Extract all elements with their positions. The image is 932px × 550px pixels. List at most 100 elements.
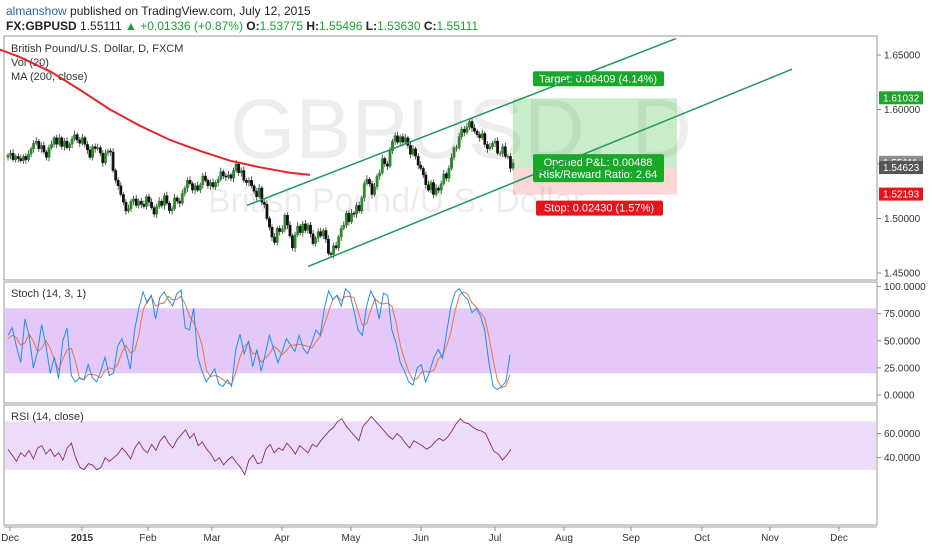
symbol-name[interactable]: FX:GBPUSD xyxy=(6,19,77,33)
candle-body xyxy=(29,148,33,155)
candle-body xyxy=(75,134,79,141)
candle-body xyxy=(121,194,125,203)
candle-body xyxy=(209,182,212,186)
stoch-tick-label: 100.0000 xyxy=(884,282,926,293)
candle-body xyxy=(439,183,443,191)
candle-body xyxy=(229,174,233,179)
ma-label: MA (200, close) xyxy=(11,71,87,83)
candle-body xyxy=(211,182,215,188)
candle-body xyxy=(409,145,412,155)
time-tick-label: Oct xyxy=(694,533,710,544)
low-label: L: xyxy=(365,19,378,33)
author-link[interactable]: almanshow xyxy=(6,4,67,18)
candle-body xyxy=(86,144,89,151)
candle-body xyxy=(460,128,464,137)
candle-body xyxy=(316,231,320,239)
candle-body xyxy=(447,168,451,179)
candle-body xyxy=(329,253,333,255)
candle-body xyxy=(383,158,387,165)
candle-body xyxy=(88,149,92,158)
candle-body xyxy=(139,200,143,205)
candle-body xyxy=(257,187,261,197)
candle-body xyxy=(91,146,95,158)
candle-body xyxy=(16,156,20,159)
candle-body xyxy=(319,231,323,237)
candle-body xyxy=(188,180,192,184)
candle-body xyxy=(296,225,300,236)
candle-body xyxy=(24,156,28,160)
candle-body xyxy=(144,196,148,207)
candle-body xyxy=(234,163,238,171)
candle-body xyxy=(406,137,410,146)
candle-body xyxy=(57,137,61,145)
candle-body xyxy=(116,180,120,186)
rsi-tick-label: 60.0000 xyxy=(884,429,921,440)
candle-body xyxy=(334,245,338,249)
candle-body xyxy=(419,164,423,169)
candle-body xyxy=(421,168,425,176)
candle-body xyxy=(314,237,317,244)
time-tick-label: Nov xyxy=(761,533,779,544)
candle-body xyxy=(509,156,512,169)
candle-body xyxy=(80,137,84,144)
close-label: C: xyxy=(423,19,437,33)
candle-body xyxy=(357,205,361,212)
candle-body xyxy=(137,200,141,206)
candle-body xyxy=(150,201,153,208)
candle-body xyxy=(491,143,494,147)
price-tick-label: 1.50000 xyxy=(884,214,921,225)
candle-body xyxy=(106,150,110,154)
candle-body xyxy=(206,180,210,186)
candle-body xyxy=(442,173,446,184)
candle-body xyxy=(55,137,59,145)
candle-body xyxy=(275,228,279,243)
high-label: H: xyxy=(306,19,320,33)
candle-body xyxy=(339,228,343,238)
candle-body xyxy=(434,187,438,195)
candle-body xyxy=(350,212,353,223)
target-text: Target: 0.06409 (4.14%) xyxy=(539,73,657,85)
candle-body xyxy=(14,156,18,160)
candle-body xyxy=(286,214,289,226)
candle-body xyxy=(70,138,74,145)
price-label-text: 1.54623 xyxy=(883,163,920,174)
candle-body xyxy=(465,126,469,133)
up-arrow-icon: ▲ xyxy=(124,19,137,33)
candle-body xyxy=(47,147,51,158)
rsi-line xyxy=(7,415,512,476)
candle-body xyxy=(170,208,174,212)
candle-body xyxy=(309,224,312,234)
candle-body xyxy=(455,147,458,149)
candle-body xyxy=(332,245,335,255)
stop-text: Stop: 0.02430 (1.57%) xyxy=(544,203,654,215)
candle-body xyxy=(288,224,292,237)
candle-body xyxy=(19,158,23,161)
candle-body xyxy=(283,214,287,230)
candle-body xyxy=(362,183,366,199)
stoch-lines xyxy=(7,287,511,391)
candle-body xyxy=(496,140,499,154)
stoch-k-line xyxy=(7,287,511,391)
time-tick-label: Jul xyxy=(489,533,502,544)
candle-body xyxy=(52,137,56,145)
price-label-text: 1.52193 xyxy=(883,190,920,201)
candle-body xyxy=(83,137,87,145)
candle-body xyxy=(391,140,394,152)
candle-body xyxy=(221,171,225,177)
channel-line-upper xyxy=(246,37,677,207)
candle-body xyxy=(68,144,71,148)
candle-body xyxy=(224,175,228,178)
stoch-label: Stoch (14, 3, 1) xyxy=(11,288,86,300)
price-label-box xyxy=(879,187,923,201)
candle-body xyxy=(255,191,259,197)
candle-body xyxy=(175,197,179,202)
candle-body xyxy=(373,186,376,195)
rsi-tick-label: 40.0000 xyxy=(884,453,921,464)
candle-body xyxy=(403,137,407,143)
candle-body xyxy=(393,135,397,142)
candle-body xyxy=(237,163,241,173)
change-value: +0.01336 (+0.87%) xyxy=(140,19,243,33)
candle-body xyxy=(327,238,330,254)
